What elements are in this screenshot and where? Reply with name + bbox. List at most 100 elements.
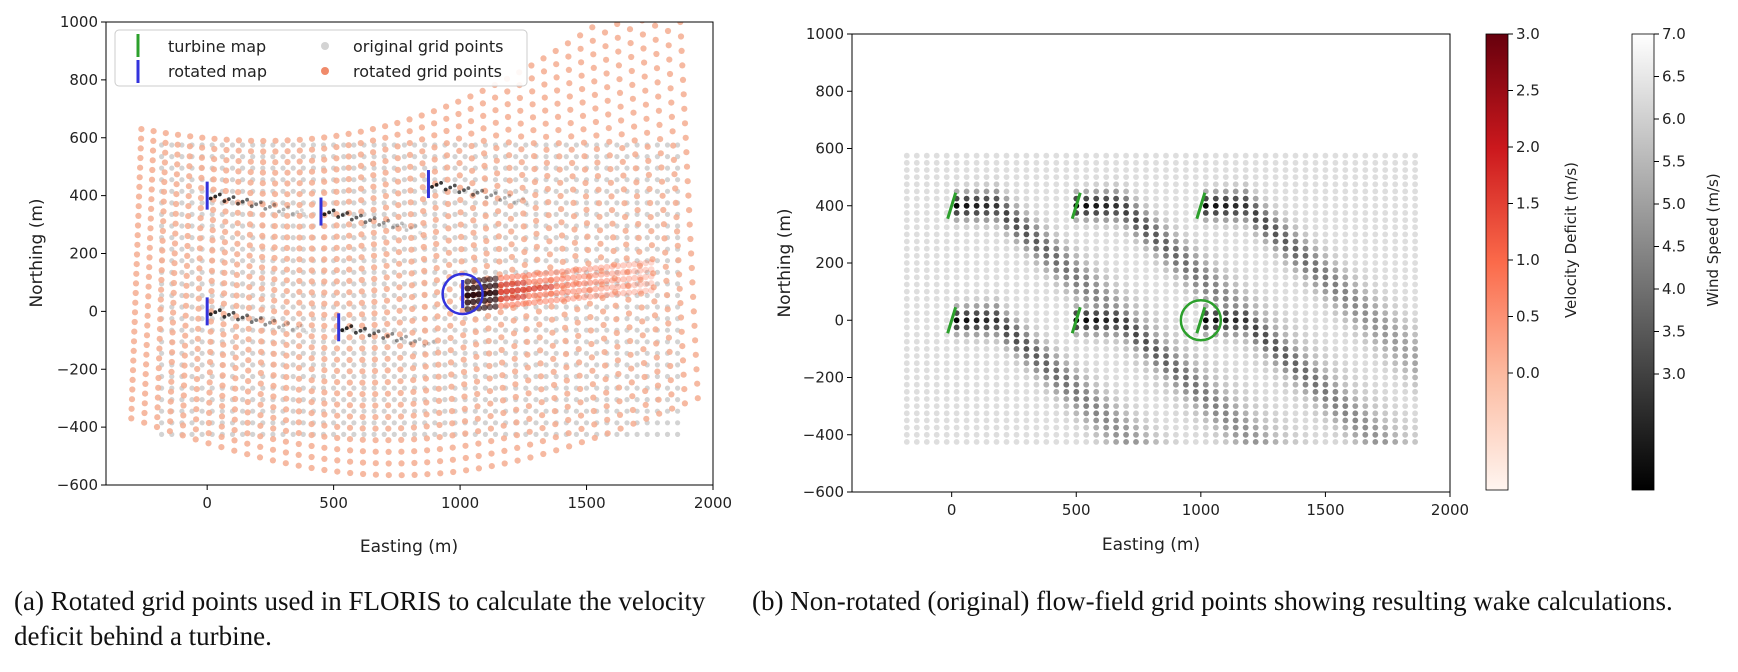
rotated-grid-point bbox=[526, 415, 533, 422]
grid-point bbox=[1153, 367, 1159, 374]
grid-point bbox=[1103, 210, 1110, 216]
original-grid-point bbox=[594, 235, 600, 241]
rotated-grid-point bbox=[408, 258, 415, 265]
wake-point bbox=[254, 202, 259, 207]
original-grid-point bbox=[219, 235, 225, 241]
grid-point bbox=[1222, 260, 1229, 266]
grid-point bbox=[1282, 346, 1289, 352]
rotated-grid-point bbox=[150, 137, 157, 144]
grid-point bbox=[1252, 260, 1259, 266]
grid-point bbox=[1332, 303, 1339, 309]
rotated-grid-point bbox=[147, 215, 154, 222]
rotated-grid-point bbox=[432, 216, 439, 223]
grid-point bbox=[923, 403, 930, 409]
grid-point bbox=[1163, 217, 1169, 224]
grid-point bbox=[1023, 310, 1030, 316]
original-grid-point bbox=[240, 397, 246, 403]
rotated-grid-point bbox=[371, 344, 378, 352]
rotated-grid-point bbox=[321, 444, 328, 451]
rotated-grid-point bbox=[546, 238, 553, 245]
rotated-grid-point bbox=[359, 322, 366, 329]
grid-point bbox=[1023, 396, 1030, 402]
grid-point bbox=[913, 267, 920, 274]
grid-point bbox=[1262, 260, 1269, 266]
x-ticks: 0 500 1000 1500 2000 bbox=[202, 485, 732, 512]
grid-point bbox=[1123, 188, 1129, 195]
original-grid-point bbox=[644, 223, 650, 229]
rotated-grid-point bbox=[482, 212, 489, 220]
original-grid-point bbox=[300, 316, 306, 322]
rotated-grid-point bbox=[435, 385, 442, 392]
original-grid-point bbox=[634, 281, 640, 287]
rotated-grid-point bbox=[611, 261, 618, 268]
grid-point bbox=[1093, 303, 1100, 309]
rotated-grid-point bbox=[534, 256, 541, 263]
grid-point bbox=[1083, 310, 1090, 316]
grid-point bbox=[1013, 381, 1020, 388]
grid-point bbox=[953, 181, 960, 188]
original-grid-point bbox=[240, 177, 246, 183]
rotated-grid-point bbox=[347, 447, 354, 454]
rotated-grid-point bbox=[270, 425, 277, 432]
rotated-grid-point bbox=[246, 273, 253, 280]
original-grid-point bbox=[331, 362, 337, 368]
original-grid-point bbox=[452, 246, 458, 252]
original-grid-point bbox=[229, 211, 236, 217]
grid-point bbox=[1252, 210, 1259, 216]
rotated-grid-point bbox=[370, 172, 377, 179]
wake-point bbox=[439, 181, 443, 185]
rotated-grid-point bbox=[444, 200, 452, 208]
rotated-grid-point bbox=[372, 460, 379, 467]
grid-point bbox=[1292, 181, 1299, 188]
grid-point bbox=[1242, 167, 1249, 173]
rotated-grid-point bbox=[333, 267, 340, 274]
grid-point bbox=[1043, 281, 1050, 288]
rotated-grid-point bbox=[245, 346, 252, 353]
grid-point bbox=[1083, 288, 1090, 295]
grid-point bbox=[1113, 431, 1119, 438]
original-grid-point bbox=[159, 408, 165, 414]
grid-point bbox=[1252, 353, 1259, 359]
grid-point bbox=[1183, 174, 1189, 181]
original-grid-point bbox=[675, 362, 681, 368]
rotated-grid-point bbox=[372, 471, 379, 478]
grid-point bbox=[1083, 274, 1090, 281]
grid-point bbox=[1083, 338, 1090, 345]
grid-point bbox=[1143, 210, 1149, 216]
grid-point bbox=[1272, 381, 1279, 388]
original-grid-point bbox=[381, 362, 387, 368]
wake-point bbox=[272, 203, 277, 207]
grid-point bbox=[1322, 303, 1329, 309]
original-grid-point bbox=[614, 154, 620, 160]
rotated-grid-point bbox=[482, 187, 489, 194]
grid-point bbox=[1183, 181, 1189, 188]
rotated-grid-point bbox=[345, 176, 352, 183]
grid-point bbox=[1113, 231, 1119, 238]
grid-point bbox=[903, 267, 910, 274]
original-grid-point bbox=[401, 235, 407, 241]
rotated-grid-point bbox=[622, 227, 629, 234]
original-grid-point bbox=[422, 154, 428, 160]
deficit-point bbox=[575, 287, 583, 294]
rotated-grid-point bbox=[678, 328, 685, 335]
rotated-grid-point bbox=[234, 240, 241, 247]
grid-point bbox=[1003, 417, 1010, 424]
grid-point bbox=[1013, 360, 1020, 367]
rotated-grid-point bbox=[408, 246, 415, 253]
rotated-grid-point bbox=[607, 179, 615, 186]
grid-point bbox=[1163, 267, 1169, 274]
original-grid-point bbox=[482, 258, 488, 264]
grid-point bbox=[1063, 353, 1070, 359]
original-grid-point bbox=[159, 420, 165, 426]
grid-point bbox=[1153, 331, 1159, 338]
rotated-grid-point bbox=[210, 186, 217, 193]
grid-point bbox=[1292, 188, 1299, 195]
rotated-grid-point bbox=[605, 111, 612, 118]
original-grid-point bbox=[351, 142, 357, 148]
grid-point bbox=[1332, 188, 1339, 195]
grid-point bbox=[1003, 324, 1010, 331]
grid-point bbox=[1073, 267, 1080, 274]
original-grid-point bbox=[391, 292, 397, 299]
grid-point bbox=[1252, 396, 1259, 402]
wake-point bbox=[367, 333, 372, 338]
